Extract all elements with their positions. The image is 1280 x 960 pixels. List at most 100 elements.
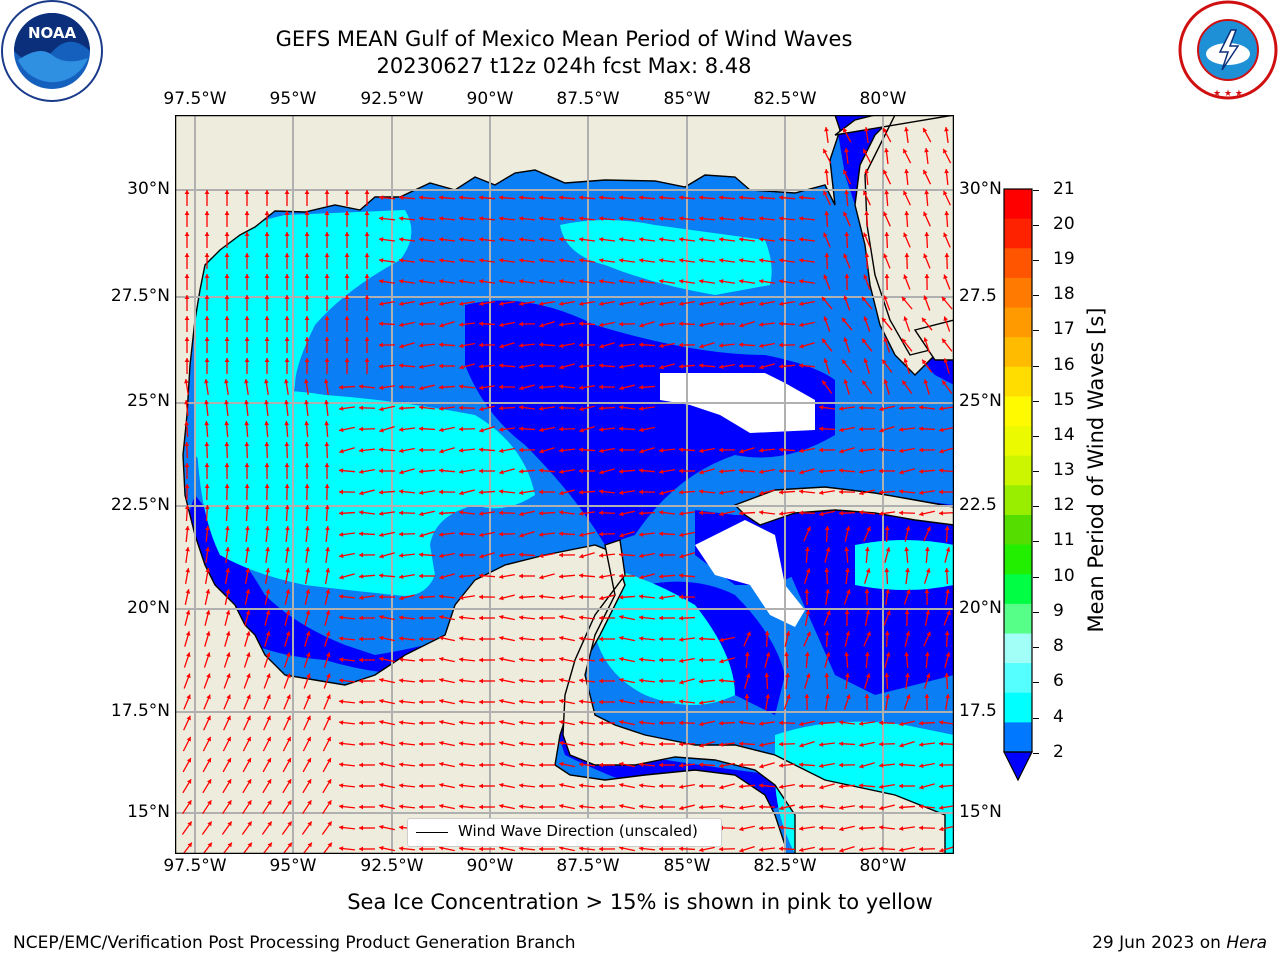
wave-direction-arrowhead <box>224 253 230 257</box>
wave-direction-arrowhead <box>264 442 270 447</box>
wave-direction-arrowhead <box>306 758 312 763</box>
wave-direction-arrowhead <box>419 532 424 538</box>
wave-direction-arrowhead <box>519 364 524 370</box>
wave-direction-arrowhead <box>327 842 332 848</box>
wave-direction-arrowhead <box>265 631 271 636</box>
wave-direction-arrowhead <box>519 615 524 620</box>
wave-direction-arrowhead <box>879 406 884 412</box>
wave-direction-arrowhead <box>619 343 624 348</box>
wave-direction-arrowhead <box>539 427 544 433</box>
wave-direction-arrowhead <box>419 573 423 579</box>
wave-direction-arrowhead <box>206 715 211 721</box>
wave-direction-arrowhead <box>265 589 271 594</box>
wave-direction-arrowhead <box>599 448 604 454</box>
wave-direction-arrowhead <box>324 316 330 320</box>
wave-direction-arrowhead <box>599 615 603 621</box>
wave-direction-arrowhead <box>379 845 384 851</box>
wave-direction-arrowhead <box>344 316 350 320</box>
wave-direction-arrowhead <box>479 636 483 642</box>
wave-direction-arrowhead <box>359 469 364 475</box>
wave-direction-arrowhead <box>943 232 948 238</box>
colorbar-tick-mark <box>1033 612 1039 613</box>
wave-direction-arrowhead <box>224 232 230 236</box>
wave-direction-arrowhead <box>699 279 704 284</box>
wave-direction-arrowhead <box>479 385 484 390</box>
wave-direction-arrowhead <box>659 783 663 789</box>
wave-direction-arrowhead <box>719 763 724 769</box>
wave-direction-arrowhead <box>479 846 483 852</box>
wave-direction-arrowhead <box>459 595 464 600</box>
nws-logo: ★ ★ ★ <box>1178 0 1278 100</box>
wave-direction-arrowhead <box>439 216 444 221</box>
wave-direction-arrowhead <box>419 426 424 432</box>
wave-direction-arrowhead <box>539 574 544 580</box>
wave-direction-arrowhead <box>679 468 683 474</box>
wave-direction-arrowhead <box>759 216 764 221</box>
wave-direction-arrowhead <box>619 364 624 370</box>
wave-direction-arrowhead <box>779 511 784 516</box>
wave-direction-arrowhead <box>459 699 464 704</box>
wave-direction-arrowhead <box>942 338 947 344</box>
wave-direction-arrowhead <box>845 673 850 678</box>
wave-direction-arrowhead <box>459 846 464 851</box>
wave-direction-arrowhead <box>185 652 191 657</box>
wave-direction-arrowhead <box>519 405 524 410</box>
wave-direction-arrowhead <box>839 427 844 433</box>
wave-direction-arrowhead <box>286 694 291 700</box>
wave-direction-arrowhead <box>903 148 908 154</box>
wave-direction-arrowhead <box>884 148 889 153</box>
wave-direction-arrowhead <box>204 253 210 257</box>
wave-direction-arrowhead <box>379 594 384 600</box>
wave-direction-arrowhead <box>439 532 444 537</box>
wave-direction-arrowhead <box>399 846 404 851</box>
wave-direction-arrowhead <box>699 510 704 516</box>
wave-direction-arrowhead <box>459 195 464 201</box>
wave-direction-arrowhead <box>739 216 744 221</box>
wave-direction-arrowhead <box>539 720 543 726</box>
wave-direction-arrowhead <box>924 652 930 657</box>
wave-direction-arrowhead <box>379 489 384 495</box>
wave-direction-arrowhead <box>859 742 864 748</box>
wave-direction-arrowhead <box>439 574 444 580</box>
wave-direction-arrowhead <box>699 489 704 494</box>
wave-direction-arrowhead <box>739 363 743 369</box>
lon-label-top: 82.5°W <box>753 89 817 109</box>
wave-direction-arrowhead <box>823 232 828 238</box>
wave-direction-arrowhead <box>439 698 444 704</box>
colorbar-tick-label: 8 <box>1053 636 1064 656</box>
wave-direction-arrowhead <box>599 699 603 705</box>
wave-direction-arrowhead <box>599 384 604 390</box>
wave-direction-arrowhead <box>824 253 830 258</box>
wave-direction-arrowhead <box>884 274 890 279</box>
wave-direction-arrowhead <box>499 301 504 307</box>
wave-direction-arrowhead <box>579 258 584 263</box>
wave-direction-arrowhead <box>599 216 604 221</box>
wave-direction-arrowhead <box>399 216 404 221</box>
wave-direction-arrowhead <box>479 615 483 621</box>
wave-direction-arrowhead <box>419 301 424 307</box>
wave-direction-arrowhead <box>324 190 330 194</box>
wave-direction-arrowhead <box>919 405 924 410</box>
wave-direction-arrowhead <box>579 699 584 704</box>
wave-direction-arrowhead <box>519 279 524 284</box>
wave-direction-arrowhead <box>207 779 212 784</box>
wave-direction-arrowhead <box>244 316 250 320</box>
wave-direction-arrowhead <box>184 505 190 510</box>
wave-direction-arrowhead <box>265 526 270 531</box>
wave-direction-arrowhead <box>599 657 603 663</box>
wave-direction-arrowhead <box>559 384 564 389</box>
graticule <box>175 115 954 854</box>
wave-direction-arrowhead <box>226 736 231 742</box>
wave-direction-arrowhead <box>559 677 564 683</box>
wave-direction-arrowhead <box>939 762 944 768</box>
wave-direction-arrowhead <box>559 279 564 284</box>
wave-direction-arrowhead <box>479 657 483 663</box>
wave-direction-arrowhead <box>599 258 604 263</box>
wave-direction-arrowhead <box>185 568 191 573</box>
wave-direction-arrowhead <box>843 253 848 259</box>
wave-direction-arrowhead <box>904 610 910 615</box>
wave-direction-arrowhead <box>739 258 744 263</box>
wave-direction-arrowhead <box>419 846 423 852</box>
wave-direction-arrowhead <box>324 358 330 362</box>
wave-direction-arrowhead <box>419 804 423 810</box>
